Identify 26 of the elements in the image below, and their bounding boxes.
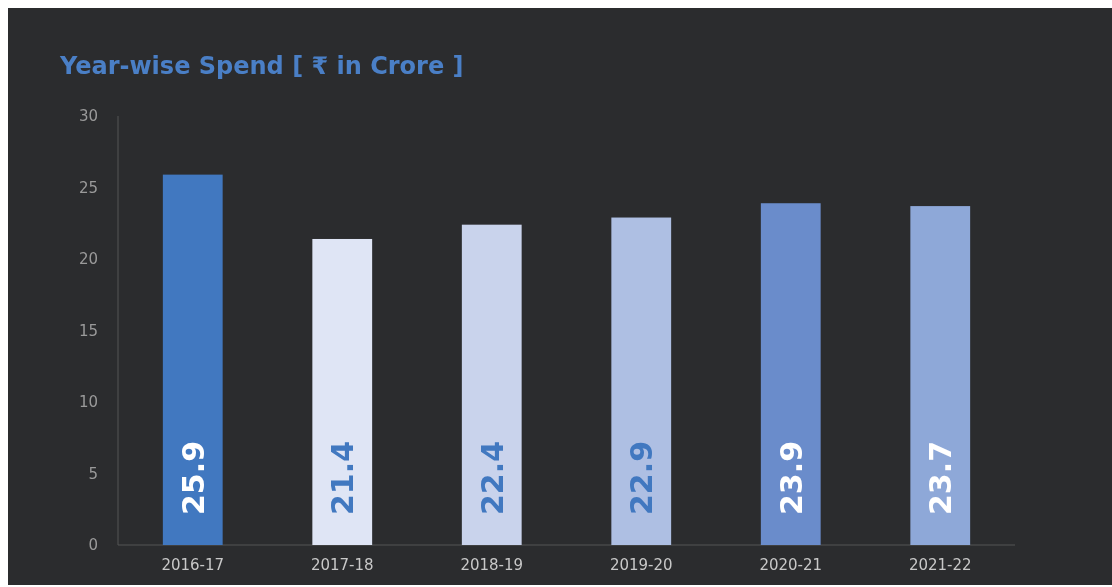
bar <box>611 217 672 545</box>
data-label: 21.4 <box>325 440 361 515</box>
y-tick-label: 30 <box>78 107 98 126</box>
bar <box>760 203 821 545</box>
y-tick-label: 0 <box>88 536 98 555</box>
data-label: 22.4 <box>474 440 510 515</box>
y-tick-label: 15 <box>78 321 98 340</box>
x-tick-label: 2019-20 <box>609 556 673 574</box>
x-tick-label: 2020-21 <box>759 556 823 574</box>
y-tick-label: 25 <box>78 178 98 197</box>
y-tick-label: 10 <box>78 393 98 412</box>
x-tick-label: 2017-18 <box>310 556 374 574</box>
chart-title: Year-wise Spend [ ₹ in Crore ] <box>59 52 464 80</box>
y-tick-label: 20 <box>78 250 98 269</box>
bar <box>461 224 522 545</box>
bar <box>162 174 223 545</box>
bar <box>312 238 373 545</box>
x-tick-label: 2016-17 <box>161 556 225 574</box>
data-label: 22.9 <box>624 440 660 515</box>
data-label: 25.9 <box>175 440 211 515</box>
x-tick-label: 2021-22 <box>908 556 972 574</box>
x-tick-label: 2018-19 <box>460 556 524 574</box>
data-label: 23.9 <box>773 440 809 515</box>
data-label: 23.7 <box>923 440 959 515</box>
y-tick-label: 5 <box>88 464 98 483</box>
bar <box>910 206 971 545</box>
